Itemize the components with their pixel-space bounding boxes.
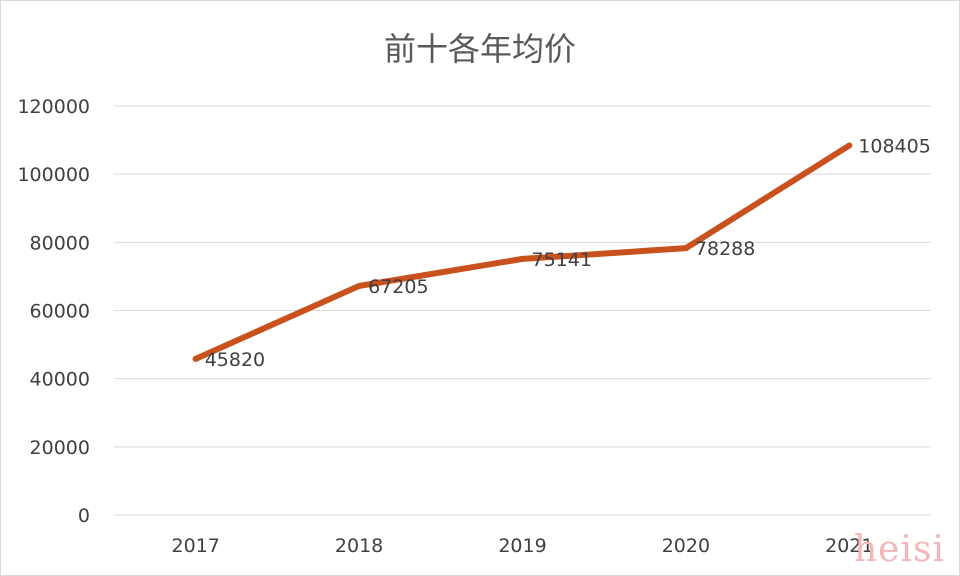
watermark-logo: heisi xyxy=(854,529,945,570)
data-label: 45820 xyxy=(205,349,265,371)
data-label: 75141 xyxy=(532,249,592,271)
chart-title: 前十各年均价 xyxy=(384,30,576,68)
data-point xyxy=(846,142,853,149)
data-point xyxy=(356,282,363,289)
data-labels: 45820 67205 75141 78288 108405 xyxy=(205,136,931,371)
y-tick-label: 60000 xyxy=(30,301,90,323)
data-label: 108405 xyxy=(858,136,931,158)
y-tick-label: 20000 xyxy=(30,437,90,459)
data-label: 67205 xyxy=(368,276,428,298)
y-tick-label: 40000 xyxy=(30,369,90,391)
x-axis-ticks: 2017 2018 2019 2020 2021 xyxy=(172,535,874,557)
y-tick-label: 80000 xyxy=(30,232,90,254)
y-tick-label: 0 xyxy=(78,505,90,527)
x-tick-label: 2021 xyxy=(825,535,873,557)
x-tick-label: 2017 xyxy=(172,535,220,557)
series-layer xyxy=(192,142,853,362)
y-axis-ticks: 0 20000 40000 60000 80000 100000 120000 xyxy=(17,96,90,527)
gridlines xyxy=(114,105,931,516)
y-tick-label: 100000 xyxy=(17,164,90,186)
x-tick-label: 2018 xyxy=(335,535,383,557)
data-point xyxy=(682,245,689,252)
x-tick-label: 2019 xyxy=(498,535,546,557)
y-tick-label: 120000 xyxy=(17,96,90,118)
data-label: 78288 xyxy=(695,238,755,260)
x-tick-label: 2020 xyxy=(662,535,710,557)
data-point xyxy=(192,355,199,362)
data-point xyxy=(519,255,526,262)
